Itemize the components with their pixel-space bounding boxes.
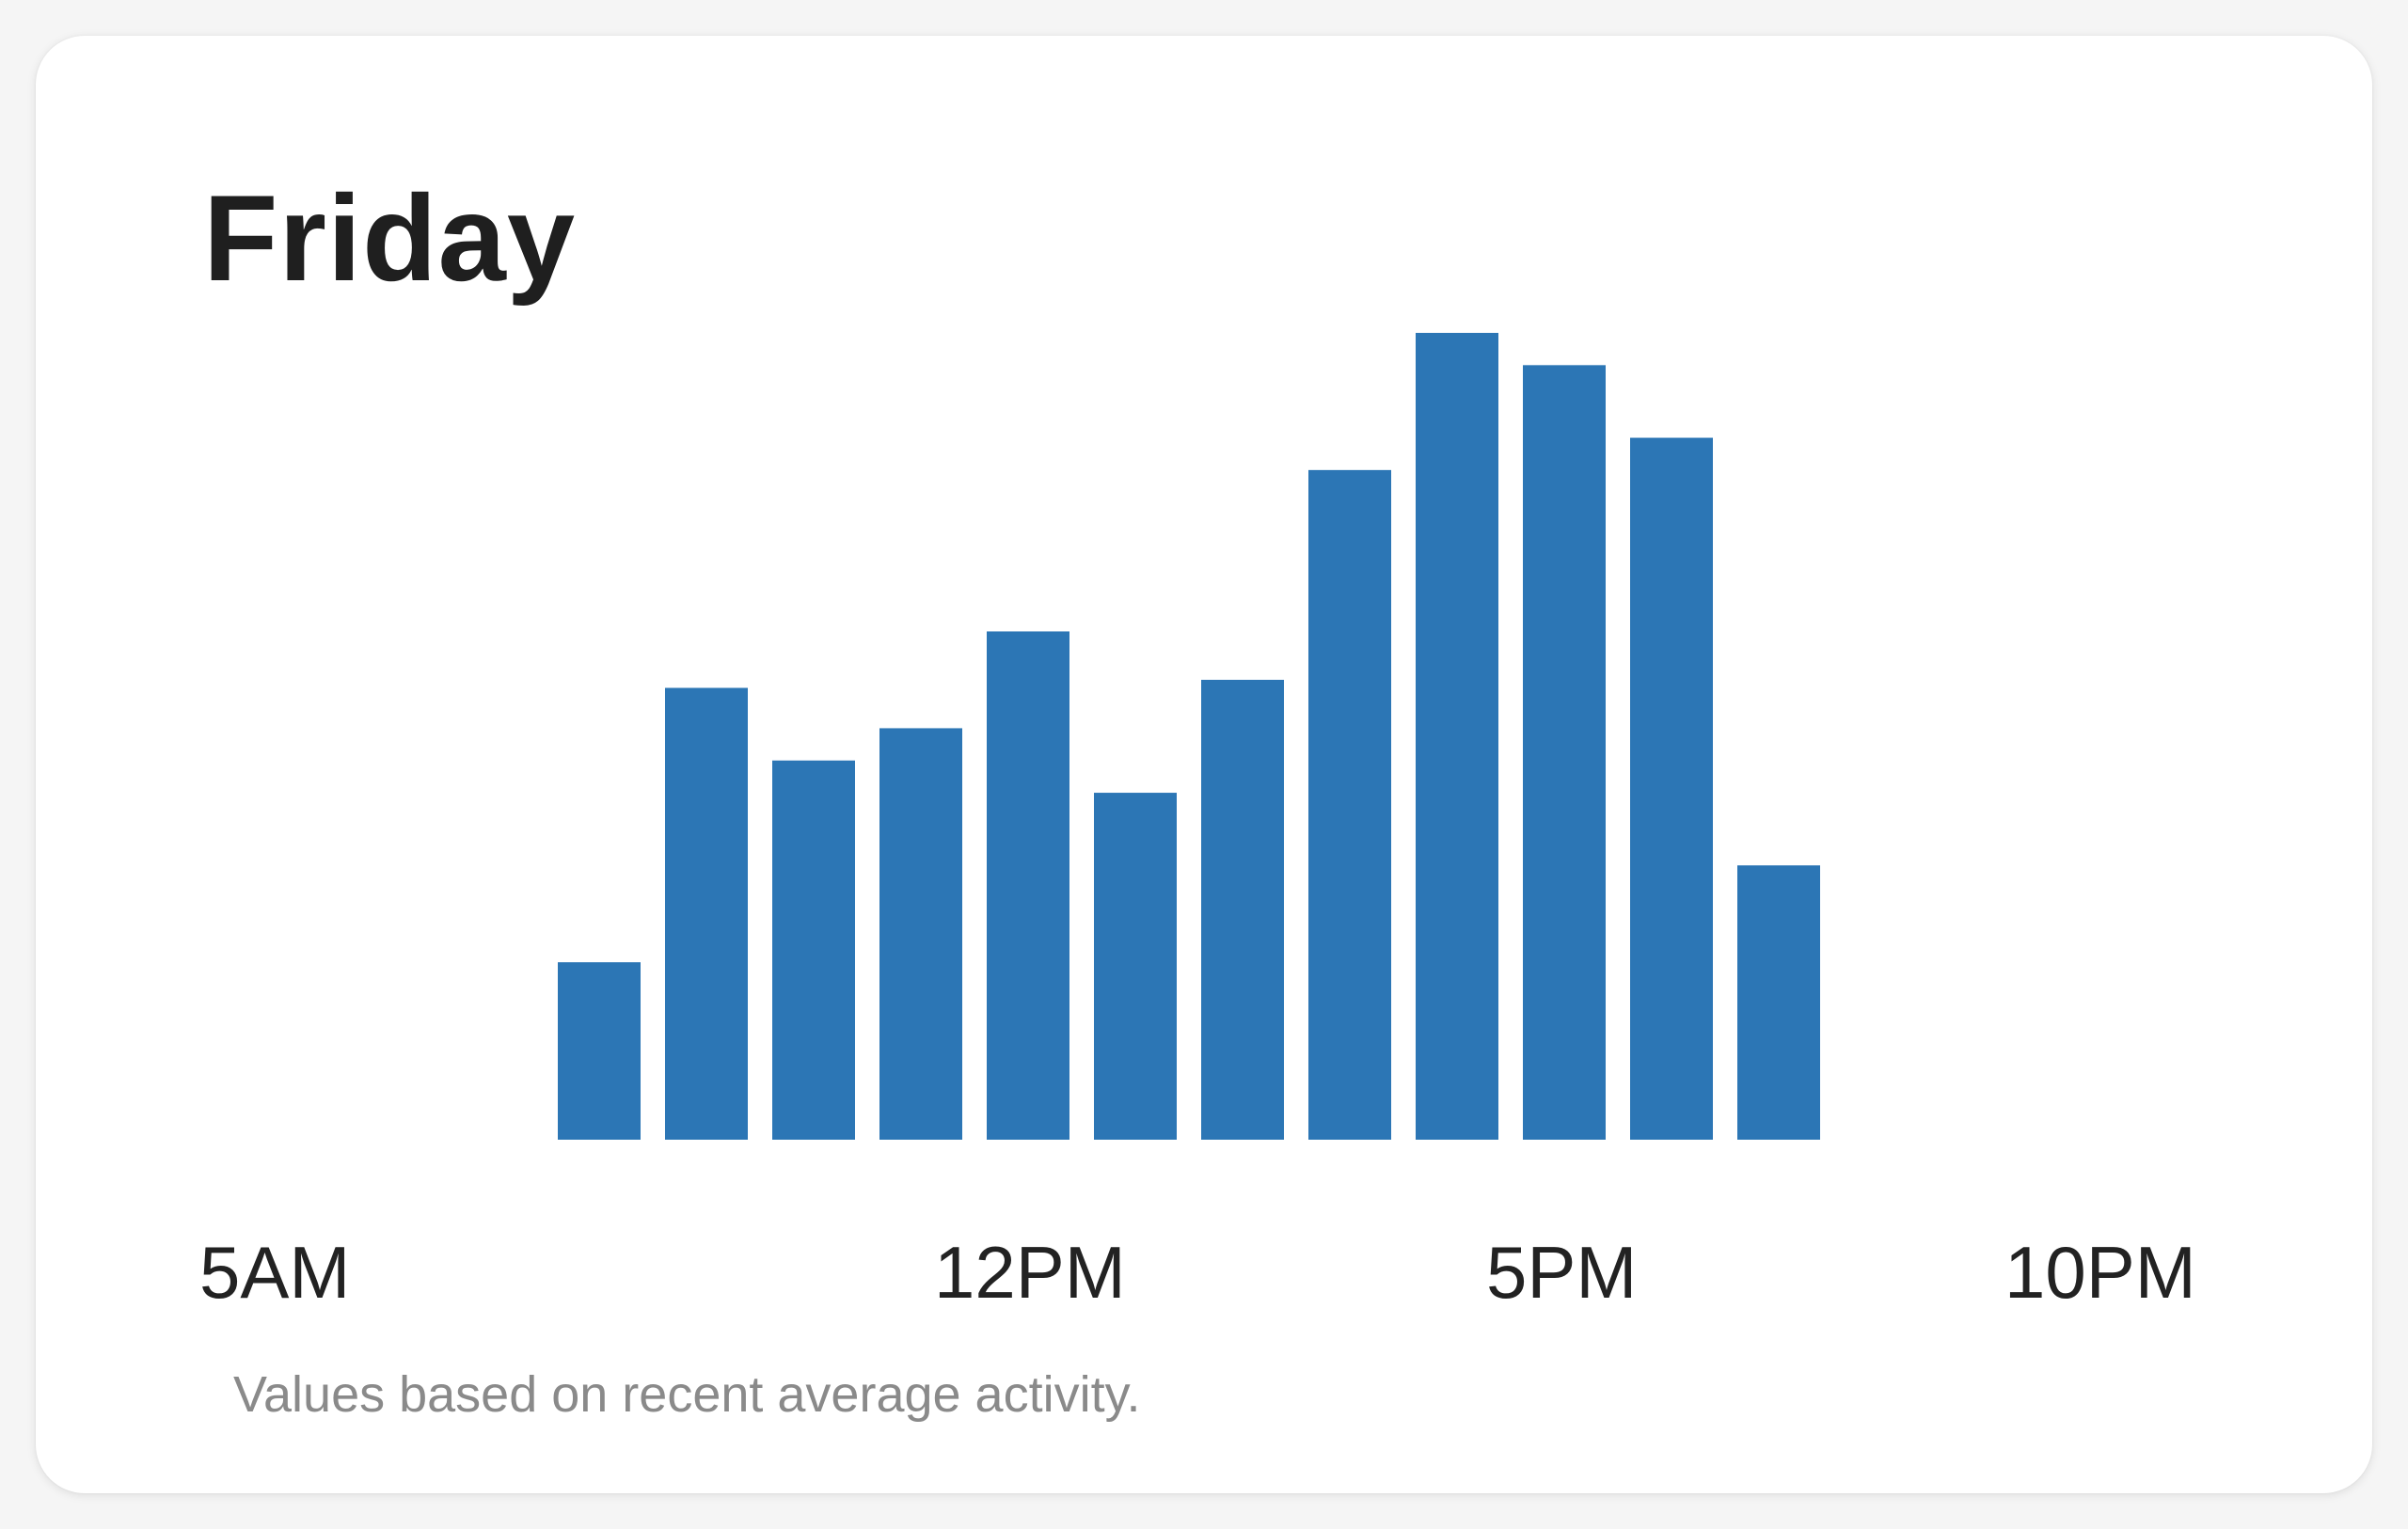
bar-10am [772, 760, 855, 1140]
x-tick-label-12pm: 12PM [934, 1231, 1126, 1314]
bar-6pm [1630, 437, 1713, 1140]
popular-times-card: Friday 5AM 12PM 5PM 10PM Values based on… [36, 36, 2372, 1493]
activity-bar-chart [558, 333, 1820, 1140]
bar-5pm [1523, 365, 1606, 1140]
bar-4pm [1416, 333, 1498, 1140]
x-tick-label-5am: 5AM [199, 1231, 351, 1314]
bar-12pm [987, 631, 1069, 1140]
bar-11am [879, 728, 962, 1140]
footnote: Values based on recent average activity. [233, 1366, 1141, 1423]
bar-2pm [1201, 679, 1284, 1140]
bar-9am [665, 687, 748, 1140]
x-tick-label-5pm: 5PM [1486, 1231, 1638, 1314]
bar-7pm [1737, 865, 1820, 1140]
bar-3pm [1308, 469, 1391, 1140]
x-tick-label-10pm: 10PM [2004, 1231, 2196, 1314]
day-title: Friday [203, 169, 577, 307]
bar-8am [558, 962, 641, 1140]
bar-1pm [1094, 793, 1177, 1140]
